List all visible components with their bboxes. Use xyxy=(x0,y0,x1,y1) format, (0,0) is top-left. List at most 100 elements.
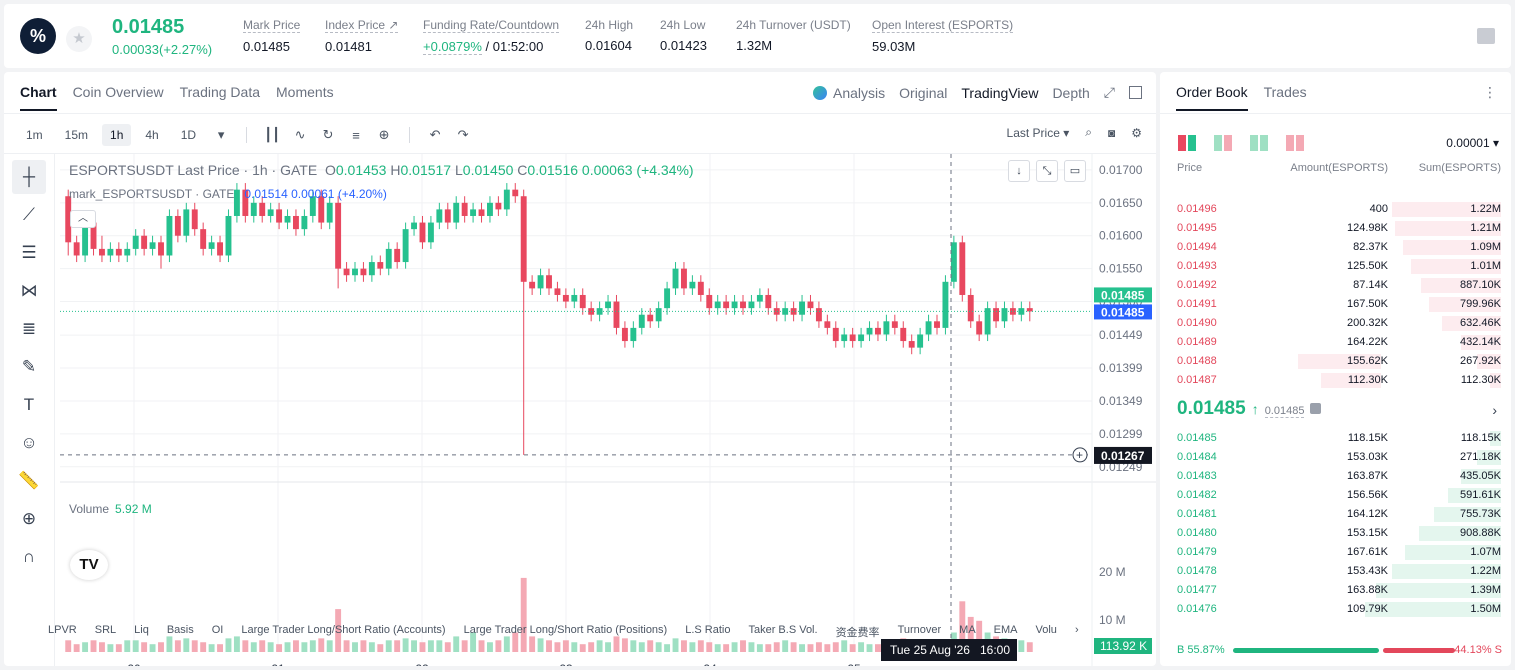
timeframe-1h[interactable]: 1h xyxy=(102,124,132,146)
bid-row[interactable]: 0.01479 167.61K 1.07M xyxy=(1160,543,1511,562)
bid-row[interactable]: 0.01483 163.87K 435.05K xyxy=(1160,467,1511,486)
indicator-lpvr[interactable]: LPVR xyxy=(48,624,77,636)
indicator-ls-ratio[interactable]: L.S Ratio xyxy=(685,624,731,636)
search-icon[interactable]: ⌕ xyxy=(1085,125,1092,139)
bid-row[interactable]: 0.01477 163.88K 1.39M xyxy=(1160,581,1511,600)
price-type-select[interactable]: Last Price ▾ xyxy=(1006,125,1070,140)
ask-row[interactable]: 0.01489 164.22K 432.14K xyxy=(1160,333,1511,352)
volume-bar xyxy=(436,640,443,652)
pane-settings-icon[interactable]: ▭ xyxy=(1064,160,1086,182)
indicator-taker-vol[interactable]: Taker B.S Vol. xyxy=(748,624,818,636)
chevron-right-icon[interactable]: › xyxy=(1074,624,1079,636)
more-options-icon[interactable]: ⋮ xyxy=(1483,84,1497,100)
timeframe-dropdown-icon[interactable]: ▾ xyxy=(217,127,225,142)
indicator-lt-positions[interactable]: Large Trader Long/Short Ratio (Positions… xyxy=(463,624,668,636)
indicator-turnover[interactable]: Turnover xyxy=(897,624,942,636)
scroll-down-icon[interactable]: ↓ xyxy=(1008,160,1030,182)
bid-row[interactable]: 0.01482 156.56K 591.61K xyxy=(1160,486,1511,505)
alert-icon[interactable]: ⊕ xyxy=(378,127,390,142)
mid-price-row[interactable]: 0.01485 ↑ 0.01485 xyxy=(1177,398,1322,420)
expand-icon[interactable]: ⤢ xyxy=(1103,84,1115,100)
chevron-right-icon[interactable]: › xyxy=(1492,402,1497,418)
tab-depth[interactable]: Depth xyxy=(1052,84,1090,101)
tab-original[interactable]: Original xyxy=(899,84,948,101)
indicator-ema[interactable]: EMA xyxy=(993,624,1018,636)
funding-rate-label[interactable]: Funding Rate/Countdown xyxy=(423,18,560,33)
ask-row[interactable]: 0.01491 167.50K 799.96K xyxy=(1160,295,1511,314)
templates-icon[interactable]: ≡ xyxy=(352,127,360,143)
ask-row[interactable]: 0.01494 82.37K 1.09M xyxy=(1160,238,1511,257)
ask-row[interactable]: 0.01496 400 1.22M xyxy=(1160,200,1511,219)
bid-row[interactable]: 0.01480 153.15K 908.88K xyxy=(1160,524,1511,543)
ask-row[interactable]: 0.01487 112.30K 112.30K xyxy=(1160,371,1511,390)
indicator-ma[interactable]: MA xyxy=(959,624,976,636)
magnet-icon[interactable]: ∩ xyxy=(22,547,36,566)
trendline-icon[interactable]: ⟋ xyxy=(23,205,35,224)
candle-type-icon[interactable]: ┃┃ xyxy=(264,127,280,142)
ticker-header: % ★ 0.01485 0.00033(+2.27%) Mark Price 0… xyxy=(4,4,1511,68)
settings-gear-icon[interactable]: ⚙ xyxy=(1131,125,1142,140)
bid-row[interactable]: 0.01481 164.12K 755.73K xyxy=(1160,505,1511,524)
ask-row[interactable]: 0.01488 155.62K 267.92K xyxy=(1160,352,1511,371)
maximize-icon[interactable] xyxy=(1129,86,1142,99)
index-price-label[interactable]: Index Price ↗ xyxy=(325,18,399,33)
asks-only-mode-icon[interactable] xyxy=(1286,135,1304,151)
bid-row[interactable]: 0.01484 153.03K 271.18K xyxy=(1160,448,1511,467)
camera-icon[interactable]: ◙ xyxy=(1107,125,1116,140)
bid-row[interactable]: 0.01478 153.43K 1.22M xyxy=(1160,562,1511,581)
compare-icon[interactable]: ↻ xyxy=(322,127,334,142)
timeframe-1m[interactable]: 1m xyxy=(26,128,43,142)
tab-chart[interactable]: Chart xyxy=(20,84,57,111)
pattern-icon[interactable]: ⋈ xyxy=(20,281,38,300)
collapse-legend-button[interactable]: ︿ xyxy=(70,210,96,228)
tab-tradingview[interactable]: TradingView xyxy=(961,84,1039,101)
mixed-mode-icon[interactable] xyxy=(1214,135,1232,151)
timeframe-4h[interactable]: 4h xyxy=(145,128,159,142)
mark-price-label[interactable]: Mark Price xyxy=(243,18,301,33)
ask-row[interactable]: 0.01495 124.98K 1.21M xyxy=(1160,219,1511,238)
ruler-icon[interactable]: 📏 xyxy=(18,471,40,490)
timeframe-1d[interactable]: 1D xyxy=(180,128,197,142)
book-icon[interactable] xyxy=(1477,28,1495,44)
volume-bar xyxy=(1018,640,1025,652)
favorite-star-icon[interactable]: ★ xyxy=(66,26,92,52)
tab-coin-overview[interactable]: Coin Overview xyxy=(72,84,164,100)
indicators-icon[interactable]: ∿ xyxy=(294,127,306,142)
ask-row[interactable]: 0.01492 87.14K 887.10K xyxy=(1160,276,1511,295)
tab-moments[interactable]: Moments xyxy=(276,84,334,100)
indicator-oi[interactable]: OI xyxy=(211,624,224,636)
indicator-funding-rate[interactable]: 资金费率 xyxy=(835,627,880,639)
funding-rate-value[interactable]: +0.0879% xyxy=(423,39,482,55)
emoji-icon[interactable]: ☺ xyxy=(20,433,38,452)
indicator-volume[interactable]: Volu xyxy=(1035,624,1057,636)
indicator-lt-accounts[interactable]: Large Trader Long/Short Ratio (Accounts) xyxy=(241,624,446,636)
bid-amount: 118.15K xyxy=(1347,432,1388,444)
ask-row[interactable]: 0.01490 200.32K 632.46K xyxy=(1160,314,1511,333)
tab-order-book[interactable]: Order Book xyxy=(1176,84,1248,111)
ask-row[interactable]: 0.01493 125.50K 1.01M xyxy=(1160,257,1511,276)
fib-icon[interactable]: ≣ xyxy=(21,319,37,338)
bid-row[interactable]: 0.01476 109.79K 1.50M xyxy=(1160,600,1511,619)
tab-analysis[interactable]: Analysis xyxy=(813,85,885,101)
tab-trades[interactable]: Trades xyxy=(1263,84,1307,100)
bid-row[interactable]: 0.01485 118.15K 118.15K xyxy=(1160,429,1511,448)
tab-trading-data[interactable]: Trading Data xyxy=(179,84,261,100)
text-icon[interactable]: T xyxy=(23,395,35,414)
collapse-pane-icon[interactable]: ⤡ xyxy=(1036,160,1058,182)
candlestick-chart[interactable]: 20 21 22 23 24 25 0.01700 0.01650 0.01600 0.01550… xyxy=(4,154,1156,666)
both-sides-mode-icon[interactable] xyxy=(1178,135,1196,151)
indicator-basis[interactable]: Basis xyxy=(166,624,194,636)
zoom-in-icon[interactable]: ⊕ xyxy=(21,509,37,528)
timeframe-15m[interactable]: 15m xyxy=(64,128,89,142)
indicator-srl[interactable]: SRL xyxy=(94,624,117,636)
redo-icon[interactable]: ↷ xyxy=(457,127,469,142)
undo-icon[interactable]: ↶ xyxy=(429,127,441,142)
horizontal-lines-icon[interactable]: ☰ xyxy=(21,243,37,262)
crosshair-icon[interactable]: ┼ xyxy=(12,160,46,194)
tradingview-logo[interactable]: TV xyxy=(70,550,108,580)
bids-only-mode-icon[interactable] xyxy=(1250,135,1268,151)
precision-select[interactable]: 0.00001 ▾ xyxy=(1446,136,1499,150)
indicator-liq[interactable]: Liq xyxy=(134,624,149,636)
brush-icon[interactable]: ✎ xyxy=(21,357,37,376)
open-interest-label[interactable]: Open Interest (ESPORTS) xyxy=(872,18,1014,33)
